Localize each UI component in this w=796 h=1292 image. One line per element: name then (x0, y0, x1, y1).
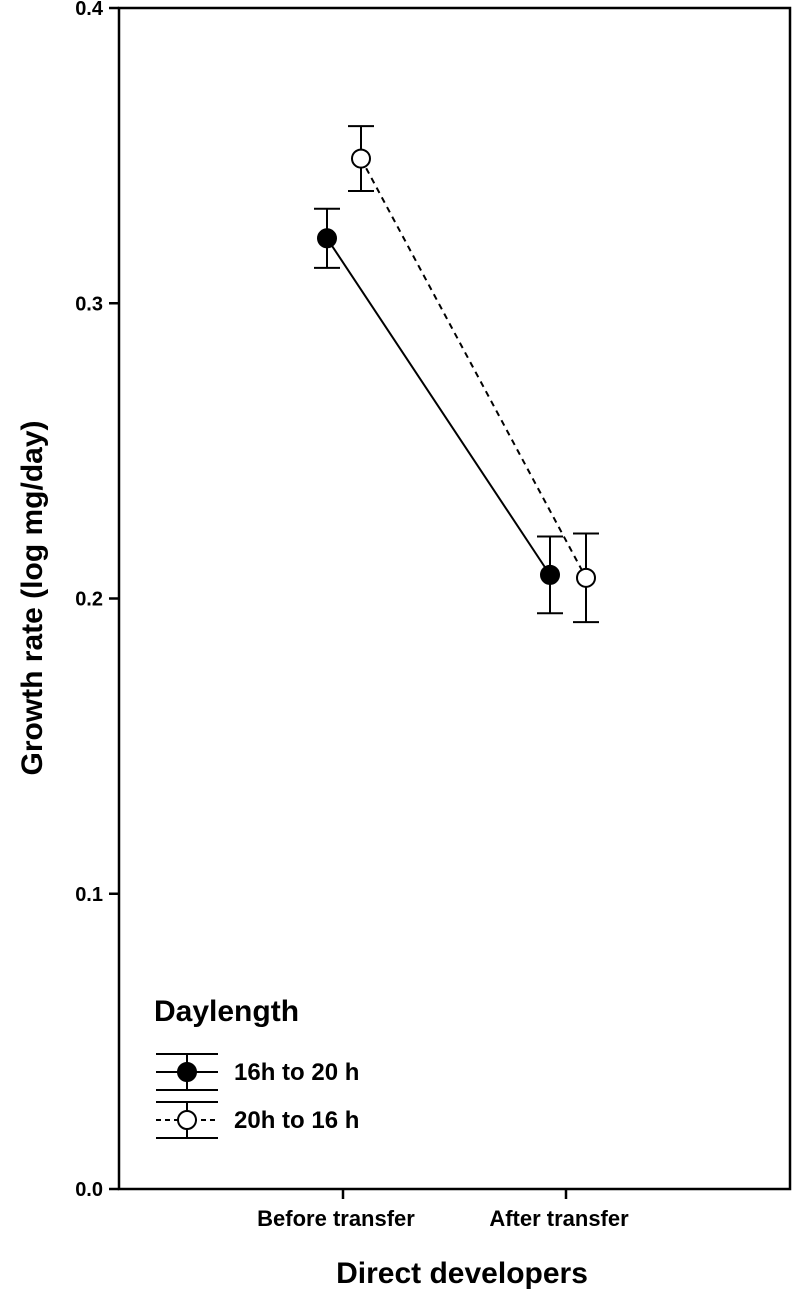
series-layer (314, 125, 599, 624)
data-point (351, 148, 371, 169)
legend-entry: 16h to 20 h (156, 1053, 359, 1091)
x-tick-label: Before transfer (257, 1206, 415, 1231)
legend-marker (177, 1110, 197, 1130)
data-point (540, 564, 560, 585)
legend-marker (177, 1062, 197, 1082)
y-tick-label: 0.2 (75, 589, 103, 611)
legend: Daylength 16h to 20 h 20h to 16 h (154, 995, 359, 1139)
y-axis-title: Growth rate (log mg/day) (16, 420, 49, 775)
data-point (576, 567, 596, 588)
x-tick-label: After transfer (489, 1206, 629, 1231)
legend-title: Daylength (154, 995, 299, 1028)
y-tick-label: 0.4 (75, 0, 104, 20)
series-1 (348, 125, 599, 624)
series-line (326, 237, 551, 576)
x-axis-title: Direct developers (336, 1257, 588, 1290)
series-0 (314, 207, 563, 615)
legend-entry: 20h to 16 h (156, 1101, 359, 1139)
x-axis: Before transfer After transfer (257, 1189, 629, 1231)
y-tick-label: 0.1 (75, 884, 103, 906)
data-point (317, 228, 337, 249)
legend-label: 20h to 16 h (234, 1107, 359, 1134)
legend-label: 16h to 20 h (234, 1059, 359, 1086)
y-tick-label: 0.0 (75, 1179, 103, 1201)
y-axis: 0.0 0.1 0.2 0.3 0.4 (75, 0, 119, 1201)
y-tick-label: 0.3 (75, 293, 103, 315)
series-line (360, 158, 587, 579)
